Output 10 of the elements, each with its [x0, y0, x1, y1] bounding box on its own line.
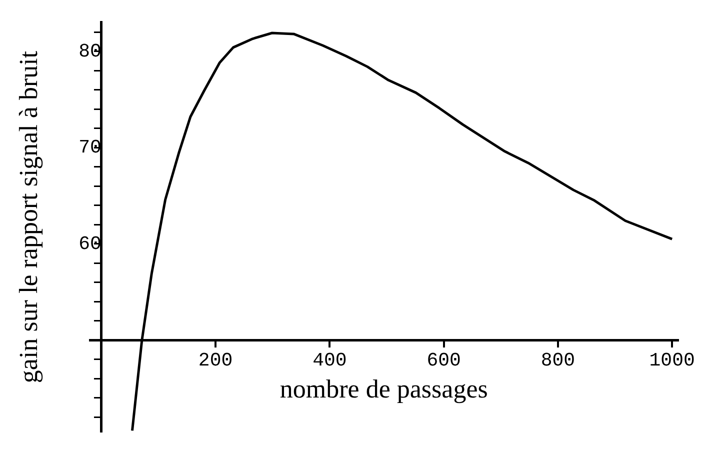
- x-axis-title: nombre de passages: [280, 374, 488, 404]
- y-tick-label: 60: [78, 232, 102, 255]
- y-axis-title: gain sur le rapport signal à bruit: [14, 50, 43, 384]
- x-tick-label: 1000: [649, 350, 695, 372]
- y-tick-label: 70: [78, 136, 102, 159]
- x-tick-label: 800: [540, 350, 576, 372]
- x-tick-label: 200: [198, 350, 233, 372]
- x-tick-label: 400: [312, 350, 347, 372]
- x-tick-label: 600: [426, 350, 461, 372]
- y-tick-label: 80: [78, 40, 102, 62]
